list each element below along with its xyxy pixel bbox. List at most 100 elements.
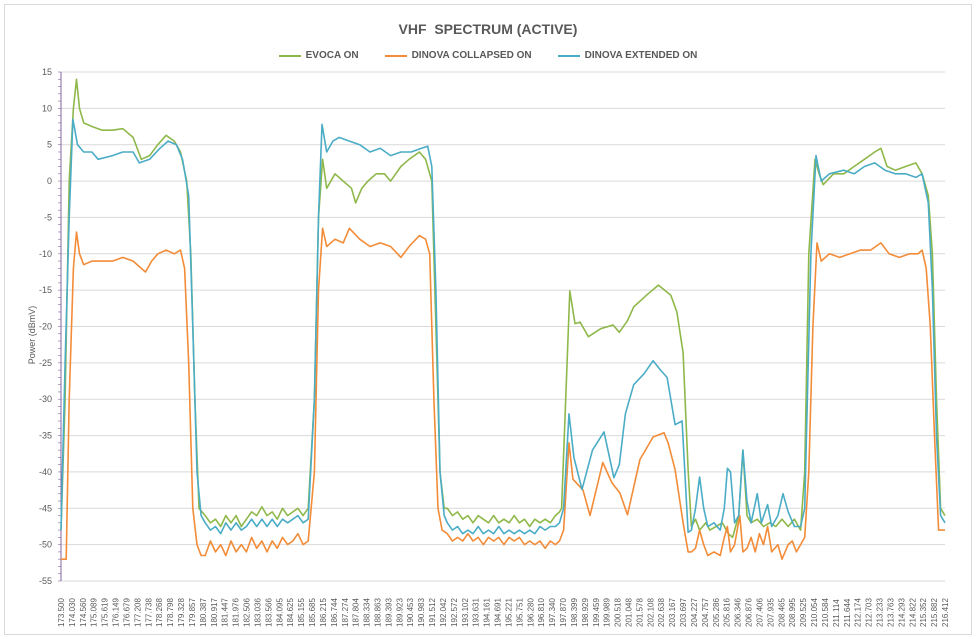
x-tick-label: 184.625 xyxy=(286,598,295,627)
x-tick-label: 187.804 xyxy=(352,598,361,627)
x-tick-label: 210.584 xyxy=(821,598,830,627)
x-tick-label: 206.346 xyxy=(734,598,743,627)
y-tick-label: -30 xyxy=(39,394,52,404)
x-tick-label: 213.233 xyxy=(876,598,885,627)
legend: EVOCA ON DINOVA COLLAPSED ON DINOVA EXTE… xyxy=(5,50,971,61)
legend-label-dinova-collapsed: DINOVA COLLAPSED ON xyxy=(411,50,532,61)
x-tick-label: 186.215 xyxy=(319,598,328,627)
series-line-dinova-extended xyxy=(60,118,946,535)
x-tick-label: 194.161 xyxy=(483,598,492,627)
legend-item-dinova-collapsed: DINOVA COLLAPSED ON xyxy=(384,50,532,61)
series-line-dinova-collapsed xyxy=(61,227,945,560)
series-line-evoca xyxy=(60,78,946,539)
x-tick-label: 188.334 xyxy=(363,598,372,627)
x-tick-label: 178.798 xyxy=(166,598,175,627)
x-tick-label: 179.857 xyxy=(188,598,197,627)
x-tick-label: 195.751 xyxy=(515,598,524,627)
x-tick-label: 197.340 xyxy=(548,598,557,627)
x-tick-label: 214.293 xyxy=(897,598,906,627)
x-tick-label: 183.566 xyxy=(264,598,273,627)
x-tick-label: 203.697 xyxy=(679,598,688,627)
legend-swatch-dinova-collapsed xyxy=(384,54,407,57)
y-tick-label: 10 xyxy=(42,103,52,113)
x-tick-label: 198.929 xyxy=(581,598,590,627)
x-tick-label: 197.870 xyxy=(559,598,568,627)
chart-title: VHF SPECTRUM (ACTIVE) xyxy=(398,21,578,37)
x-tick-label: 182.506 xyxy=(243,598,252,627)
y-tick-label: -15 xyxy=(39,285,52,295)
y-tick-label: -40 xyxy=(39,467,52,477)
x-tick-label: 191.512 xyxy=(428,598,437,627)
x-tick-label: 211.114 xyxy=(832,599,841,627)
x-tick-label: 212.174 xyxy=(854,598,863,627)
y-tick-label: -20 xyxy=(39,322,52,332)
x-tick-label: 174.030 xyxy=(68,598,77,627)
x-tick-label: 193.631 xyxy=(472,598,481,627)
x-tick-label: 183.036 xyxy=(253,598,262,627)
x-tick-label: 203.167 xyxy=(668,598,677,627)
x-tick-label: 206.876 xyxy=(745,598,754,627)
legend-swatch-dinova-extended xyxy=(557,54,580,57)
x-tick-label: 175.089 xyxy=(90,598,99,627)
x-tick-label: 181.447 xyxy=(221,598,230,627)
legend-item-evoca: EVOCA ON xyxy=(278,50,359,61)
y-tick-label: -10 xyxy=(39,249,52,259)
x-tick-label: 201.048 xyxy=(625,598,634,627)
x-tick-label: 180.387 xyxy=(199,598,208,627)
x-tick-label: 184.095 xyxy=(275,598,284,627)
x-tick-label: 188.863 xyxy=(373,598,382,627)
x-tick-label: 176.679 xyxy=(122,598,131,627)
x-tick-label: 202.108 xyxy=(646,598,655,627)
x-tick-label: 173.500 xyxy=(57,598,66,627)
x-tick-label: 202.638 xyxy=(657,598,666,627)
x-tick-label: 199.459 xyxy=(592,598,601,627)
x-tick-label: 176.149 xyxy=(112,598,121,627)
x-tick-label: 190.453 xyxy=(406,598,415,627)
x-tick-label: 193.102 xyxy=(461,598,470,627)
x-tick-label: 212.703 xyxy=(865,598,874,627)
x-tick-label: 194.691 xyxy=(494,598,503,627)
x-tick-label: 175.619 xyxy=(101,598,110,627)
x-tick-label: 174.560 xyxy=(79,598,88,627)
x-tick-label: 189.923 xyxy=(395,598,404,627)
x-tick-label: 215.882 xyxy=(930,598,939,627)
legend-item-dinova-extended: DINOVA EXTENDED ON xyxy=(557,50,698,61)
y-tick-label: 5 xyxy=(47,140,52,150)
x-tick-label: 177.738 xyxy=(144,598,153,627)
legend-label-dinova-extended: DINOVA EXTENDED ON xyxy=(584,50,698,61)
x-tick-label: 181.976 xyxy=(232,598,241,627)
x-tick-label: 204.227 xyxy=(690,598,699,627)
x-tick-label: 214.822 xyxy=(908,598,917,627)
x-tick-label: 189.393 xyxy=(384,598,393,627)
x-tick-label: 216.412 xyxy=(941,598,950,627)
x-tick-label: 185.685 xyxy=(308,598,317,627)
x-tick-label: 180.917 xyxy=(210,598,219,627)
y-tick-label: -45 xyxy=(39,503,52,513)
y-tick-label: -25 xyxy=(39,358,52,368)
y-tick-label: -5 xyxy=(44,212,52,222)
x-tick-label: 200.518 xyxy=(614,598,623,627)
x-tick-label: 207.406 xyxy=(755,598,764,627)
legend-swatch-evoca xyxy=(278,54,301,57)
x-tick-label: 192.572 xyxy=(450,598,459,627)
x-tick-label: 196.810 xyxy=(537,598,546,627)
x-tick-label: 190.983 xyxy=(417,598,426,627)
x-tick-label: 204.757 xyxy=(701,598,710,627)
x-tick-label: 211.644 xyxy=(843,598,852,627)
x-tick-label: 201.578 xyxy=(635,598,644,627)
x-tick-label: 195.221 xyxy=(504,598,513,627)
x-tick-label: 207.935 xyxy=(766,598,775,627)
x-tick-label: 209.525 xyxy=(799,598,808,627)
x-tick-label: 208.465 xyxy=(777,598,786,627)
x-tick-label: 213.763 xyxy=(886,598,895,627)
x-tick-label: 205.816 xyxy=(723,598,732,627)
x-tick-label: 198.399 xyxy=(570,598,579,627)
x-tick-label: 215.352 xyxy=(919,598,928,627)
x-tick-label: 187.274 xyxy=(341,598,350,627)
x-tick-label: 186.744 xyxy=(330,598,339,627)
y-tick-label: -55 xyxy=(39,576,52,586)
x-tick-label: 196.280 xyxy=(526,598,535,627)
x-tick-label: 192.042 xyxy=(439,598,448,627)
x-tick-label: 199.989 xyxy=(603,598,612,627)
